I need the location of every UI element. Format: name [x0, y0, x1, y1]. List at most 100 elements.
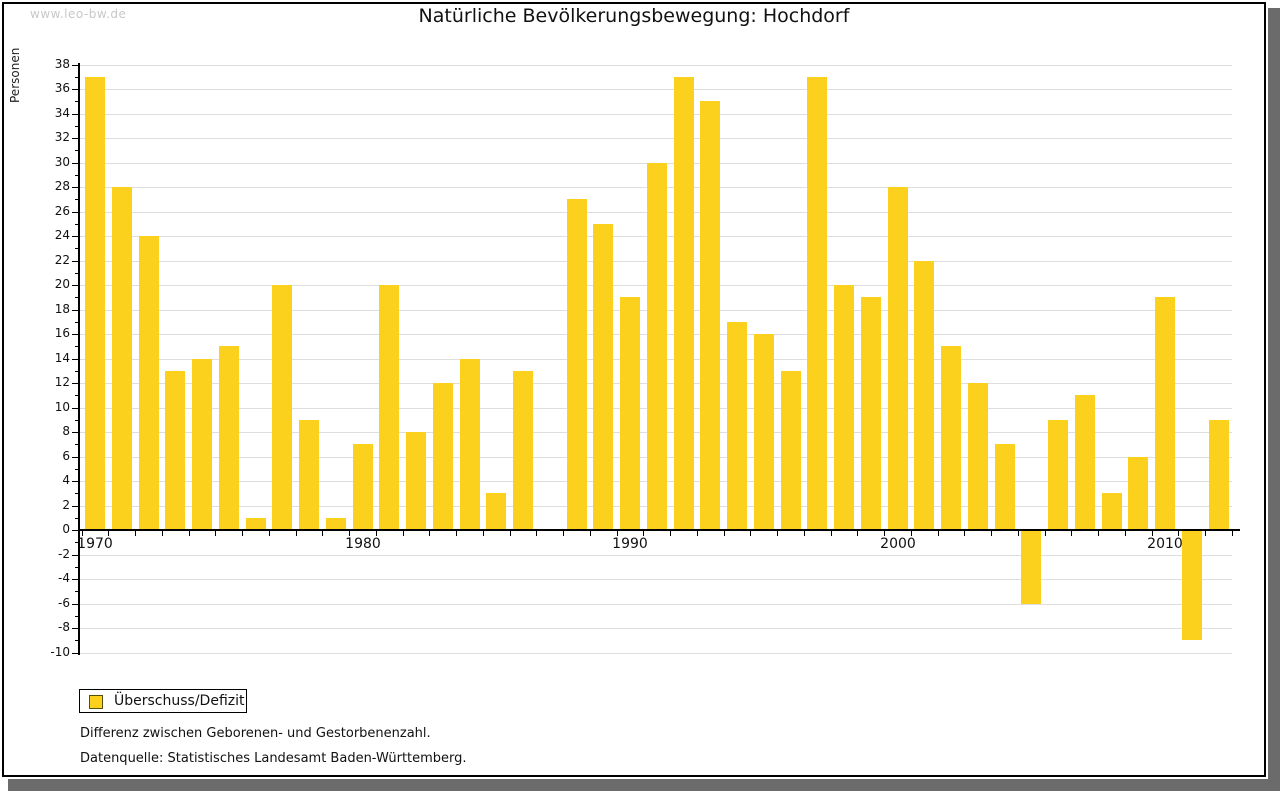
y-tick-label: 30 — [54, 155, 70, 169]
x-tick — [1205, 531, 1206, 536]
y-minor-tick — [75, 542, 78, 543]
y-major-tick — [72, 334, 78, 335]
bar — [379, 285, 399, 530]
y-major-tick — [72, 261, 78, 262]
x-tick — [108, 531, 109, 536]
y-tick-label: -2 — [58, 547, 70, 561]
y-minor-tick — [75, 101, 78, 102]
bar — [861, 297, 881, 530]
y-tick-label: 38 — [54, 57, 70, 71]
bar — [727, 322, 747, 530]
y-major-tick — [72, 506, 78, 507]
x-tick — [831, 531, 832, 536]
x-tick — [804, 531, 805, 536]
y-minor-tick — [75, 126, 78, 127]
y-tick-label: 10 — [54, 400, 70, 414]
x-tick — [1098, 531, 1099, 536]
x-tick — [911, 531, 912, 536]
footnote-source: Datenquelle: Statistisches Landesamt Bad… — [80, 751, 467, 766]
y-tick-label: 22 — [54, 253, 70, 267]
y-minor-tick — [75, 273, 78, 274]
y-minor-tick — [75, 175, 78, 176]
bar — [219, 346, 239, 530]
bar — [486, 493, 506, 530]
x-tick — [536, 531, 537, 536]
x-tick — [1232, 531, 1233, 536]
y-major-tick — [72, 383, 78, 384]
y-major-tick — [72, 628, 78, 629]
y-major-tick — [72, 432, 78, 433]
y-tick-label: 16 — [54, 326, 70, 340]
x-tick-label: 1970 — [77, 536, 113, 552]
x-tick — [429, 531, 430, 536]
bar — [165, 371, 185, 530]
bar — [647, 163, 667, 531]
x-tick — [162, 531, 163, 536]
x-tick-label: 1980 — [345, 536, 381, 552]
y-minor-tick — [75, 567, 78, 568]
x-tick — [857, 531, 858, 536]
bar — [112, 187, 132, 530]
y-minor-tick — [75, 640, 78, 641]
y-tick-label: 36 — [54, 81, 70, 95]
gridline — [80, 653, 1232, 654]
y-tick-label: 26 — [54, 204, 70, 218]
y-major-tick — [72, 187, 78, 188]
x-tick — [1178, 531, 1179, 536]
y-tick-label: 2 — [62, 498, 70, 512]
bar — [406, 432, 426, 530]
bar — [968, 383, 988, 530]
gridline — [80, 138, 1232, 139]
bar — [1155, 297, 1175, 530]
bar — [781, 371, 801, 530]
x-tick — [82, 531, 83, 536]
bar — [995, 444, 1015, 530]
x-tick — [563, 531, 564, 536]
y-tick-label: 32 — [54, 130, 70, 144]
watermark: www.leo-bw.de — [30, 7, 127, 21]
y-tick-label: 34 — [54, 106, 70, 120]
x-tick-label: 2010 — [1147, 536, 1183, 552]
gridline — [80, 604, 1232, 605]
y-major-tick — [72, 530, 78, 531]
x-tick — [376, 531, 377, 536]
y-major-tick — [72, 89, 78, 90]
x-tick — [1152, 531, 1153, 536]
y-minor-tick — [75, 395, 78, 396]
y-minor-tick — [75, 469, 78, 470]
x-tick — [1125, 531, 1126, 536]
x-tick — [296, 531, 297, 536]
gridline — [80, 579, 1232, 580]
y-minor-tick — [75, 518, 78, 519]
bar — [567, 199, 587, 530]
y-minor-tick — [75, 493, 78, 494]
bar — [700, 101, 720, 530]
x-tick — [269, 531, 270, 536]
y-major-tick — [72, 653, 78, 654]
y-major-tick — [72, 310, 78, 311]
bar — [513, 371, 533, 530]
bar — [433, 383, 453, 530]
y-minor-tick — [75, 199, 78, 200]
x-tick — [483, 531, 484, 536]
gridline — [80, 89, 1232, 90]
bar — [1075, 395, 1095, 530]
y-tick-label: 4 — [62, 473, 70, 487]
x-tick — [750, 531, 751, 536]
y-major-tick — [72, 285, 78, 286]
bar — [620, 297, 640, 530]
y-minor-tick — [75, 150, 78, 151]
y-minor-tick — [75, 616, 78, 617]
bar — [1048, 420, 1068, 530]
bar — [353, 444, 373, 530]
bar — [299, 420, 319, 530]
x-tick — [349, 531, 350, 536]
y-major-tick — [72, 579, 78, 580]
x-tick — [777, 531, 778, 536]
x-tick — [964, 531, 965, 536]
y-major-tick — [72, 555, 78, 556]
y-tick-label: -10 — [50, 645, 70, 659]
y-major-tick — [72, 212, 78, 213]
bar — [1128, 457, 1148, 531]
